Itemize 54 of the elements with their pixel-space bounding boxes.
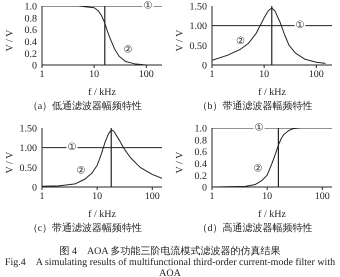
y-tick-label: 0.2 (194, 170, 207, 182)
x-tick-label: 1 (210, 69, 214, 80)
x-tick-label: 100 (314, 191, 330, 202)
x-tick-label: 10 (92, 191, 102, 202)
y-axis-title: V / V (174, 150, 186, 174)
y-tick-label: 0.4 (24, 36, 37, 48)
series-label: ② (236, 36, 245, 47)
y-tick-label: 0 (202, 182, 207, 194)
y-tick-label: 0 (32, 60, 37, 72)
y-tick-label: 0 (32, 182, 37, 194)
y-tick-label: 1.00 (20, 143, 37, 154)
y-tick-label: 1.0 (24, 2, 37, 13)
text: （a）低通滤波器幅频特性 (26, 100, 144, 113)
y-tick-label: 1.50 (20, 124, 37, 135)
x-tick-label: 1 (40, 191, 44, 202)
series-label: ① (68, 142, 76, 154)
y-tick-label: 0.50 (190, 40, 207, 52)
x-tick-label: 100 (138, 69, 154, 80)
series-label: ② (124, 44, 133, 56)
x-tick-label: 10 (89, 69, 100, 80)
x-axis-title: f / kHz (88, 87, 116, 98)
y-tick-label: 0.2 (24, 48, 37, 60)
caption: 图 4 AOA 多功能三阶电流模式滤波器的仿真结果 (58, 246, 282, 257)
series-label: ② (254, 164, 263, 175)
series-label: ① (254, 122, 264, 134)
y-axis-title: V / V (4, 28, 16, 52)
y-tick-label: 1.00 (190, 21, 207, 32)
x-tick-label: 1 (40, 69, 44, 80)
y-axis-title: V / V (4, 150, 16, 174)
y-tick-label: 0.6 (24, 25, 37, 36)
series-label: ② (76, 166, 86, 177)
series-label: ① (144, 0, 152, 12)
x-tick-label: 100 (144, 191, 160, 202)
y-tick-label: 1.0 (194, 124, 207, 135)
y-axis-title: V / V (174, 28, 186, 52)
text: （d）高通滤波器幅频特性 (196, 222, 314, 235)
y-tick-label: 0.6 (194, 147, 207, 158)
x-axis-title: f / kHz (258, 209, 286, 220)
x-axis-title: f / kHz (258, 87, 286, 98)
text: （c）带通滤波器幅频特性 (26, 222, 144, 235)
x-tick-label: 10 (259, 69, 270, 80)
caption: Fig.4 A simulating results of multifunctional third-order current-mode filter with AOA (4, 257, 336, 277)
x-tick-label: 1 (210, 191, 214, 202)
y-tick-label: 0.8 (24, 13, 37, 24)
text: （b）带通滤波器幅频特性 (196, 100, 314, 113)
series-label: ① (296, 20, 304, 32)
y-tick-label: 0 (202, 60, 207, 72)
y-tick-label: 1.50 (190, 2, 207, 13)
x-axis-title: f / kHz (88, 209, 116, 220)
x-tick-label: 100 (308, 69, 324, 80)
y-tick-label: 0.8 (194, 135, 207, 146)
x-tick-label: 10 (262, 191, 272, 202)
y-tick-label: 0.50 (20, 162, 37, 174)
y-tick-label: 0.4 (194, 158, 207, 170)
